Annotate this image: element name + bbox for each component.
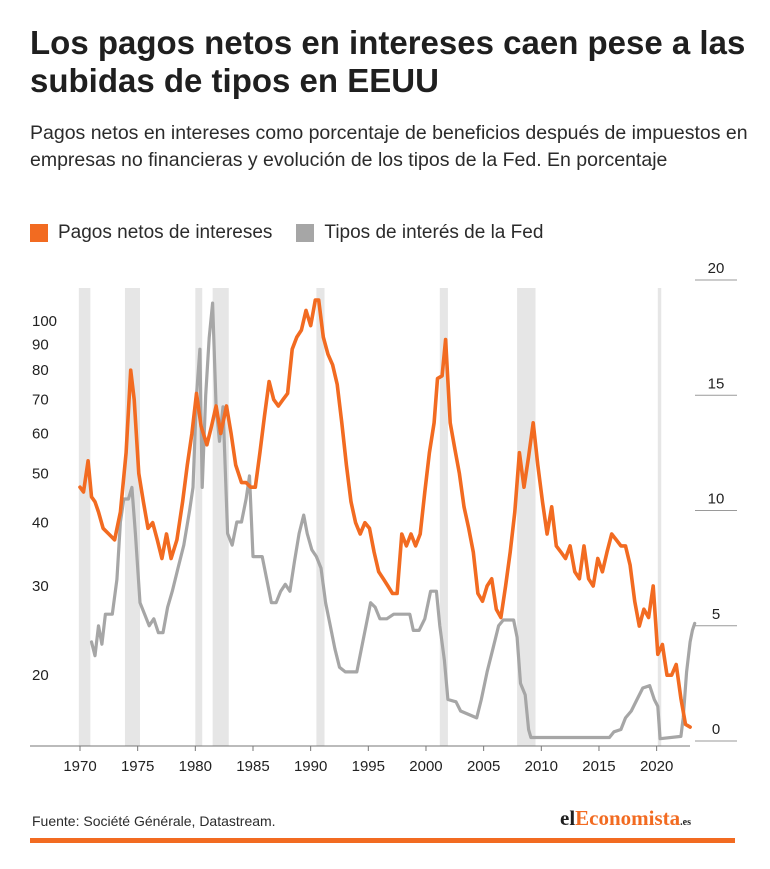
- legend-item-pagos: Pagos netos de intereses: [30, 222, 272, 244]
- right-axis-tick-label-10: 10: [708, 491, 725, 508]
- x-axis-tick-label-2010: 2010: [525, 758, 558, 775]
- x-axis-tick-label-2000: 2000: [409, 758, 442, 775]
- x-axis-tick-label-2005: 2005: [467, 758, 500, 775]
- eleconomista-logo: elEconomista.es: [560, 806, 691, 831]
- recession-band-5: [439, 288, 448, 746]
- recession-band-1: [124, 288, 140, 746]
- legend-swatch-orange: [30, 224, 48, 242]
- right-axis-tick-label-5: 5: [712, 606, 720, 623]
- bottom-accent-bar: [30, 838, 735, 843]
- chart-subtitle: Pagos netos en intereses como porcentaje…: [30, 122, 748, 171]
- legend: Pagos netos de intereses Tipos de interé…: [30, 221, 567, 245]
- x-axis-tick-label-2020: 2020: [640, 758, 673, 775]
- logo-part-economista: Economista: [575, 806, 681, 830]
- legend-item-tipos: Tipos de interés de la Fed: [296, 222, 543, 244]
- source-note: Fuente: Société Générale, Datastream.: [32, 813, 276, 829]
- left-axis-tick-label-20: 20: [32, 667, 49, 684]
- x-axis-tick-label-1975: 1975: [121, 758, 154, 775]
- legend-swatch-gray: [296, 224, 315, 242]
- recession-band-0: [78, 288, 91, 746]
- left-axis-tick-label-60: 60: [32, 426, 49, 443]
- left-axis-tick-label-30: 30: [32, 578, 49, 595]
- x-axis-tick-label-2015: 2015: [582, 758, 615, 775]
- series-line-pagos-netos: [78, 298, 692, 729]
- recession-bands: [78, 288, 662, 746]
- left-axis-tick-label-50: 50: [32, 466, 49, 483]
- right-axis-tick-label-20: 20: [708, 260, 725, 277]
- x-axis-tick-label-1980: 1980: [179, 758, 212, 775]
- chart-title: Los pagos netos en intereses caen pese a…: [30, 24, 746, 99]
- series-line-tipos-fed: [89, 301, 697, 741]
- logo-part-es: .es: [680, 817, 691, 828]
- x-axis-tick-label-1985: 1985: [236, 758, 269, 775]
- logo-part-el: el: [560, 806, 576, 830]
- legend-label-pagos: Pagos netos de intereses: [58, 222, 273, 243]
- x-axis-tick-label-1990: 1990: [294, 758, 327, 775]
- recession-band-4: [316, 288, 325, 746]
- recession-band-7: [657, 288, 662, 746]
- x-axis-tick-label-1970: 1970: [63, 758, 96, 775]
- left-axis-tick-label-40: 40: [32, 515, 49, 532]
- recession-band-6: [517, 288, 536, 746]
- right-axis-tick-label-0: 0: [712, 721, 720, 738]
- left-axis-tick-label-90: 90: [32, 336, 49, 353]
- left-axis-tick-label-100: 100: [32, 313, 57, 330]
- series-lines: [78, 298, 697, 741]
- x-axis-tick-label-1995: 1995: [352, 758, 385, 775]
- right-axis-tick-label-15: 15: [708, 375, 725, 392]
- left-axis-tick-label-70: 70: [32, 392, 49, 409]
- left-axis-tick-label-80: 80: [32, 362, 49, 379]
- legend-label-tipos: Tipos de interés de la Fed: [324, 222, 544, 243]
- recession-band-2: [195, 288, 203, 746]
